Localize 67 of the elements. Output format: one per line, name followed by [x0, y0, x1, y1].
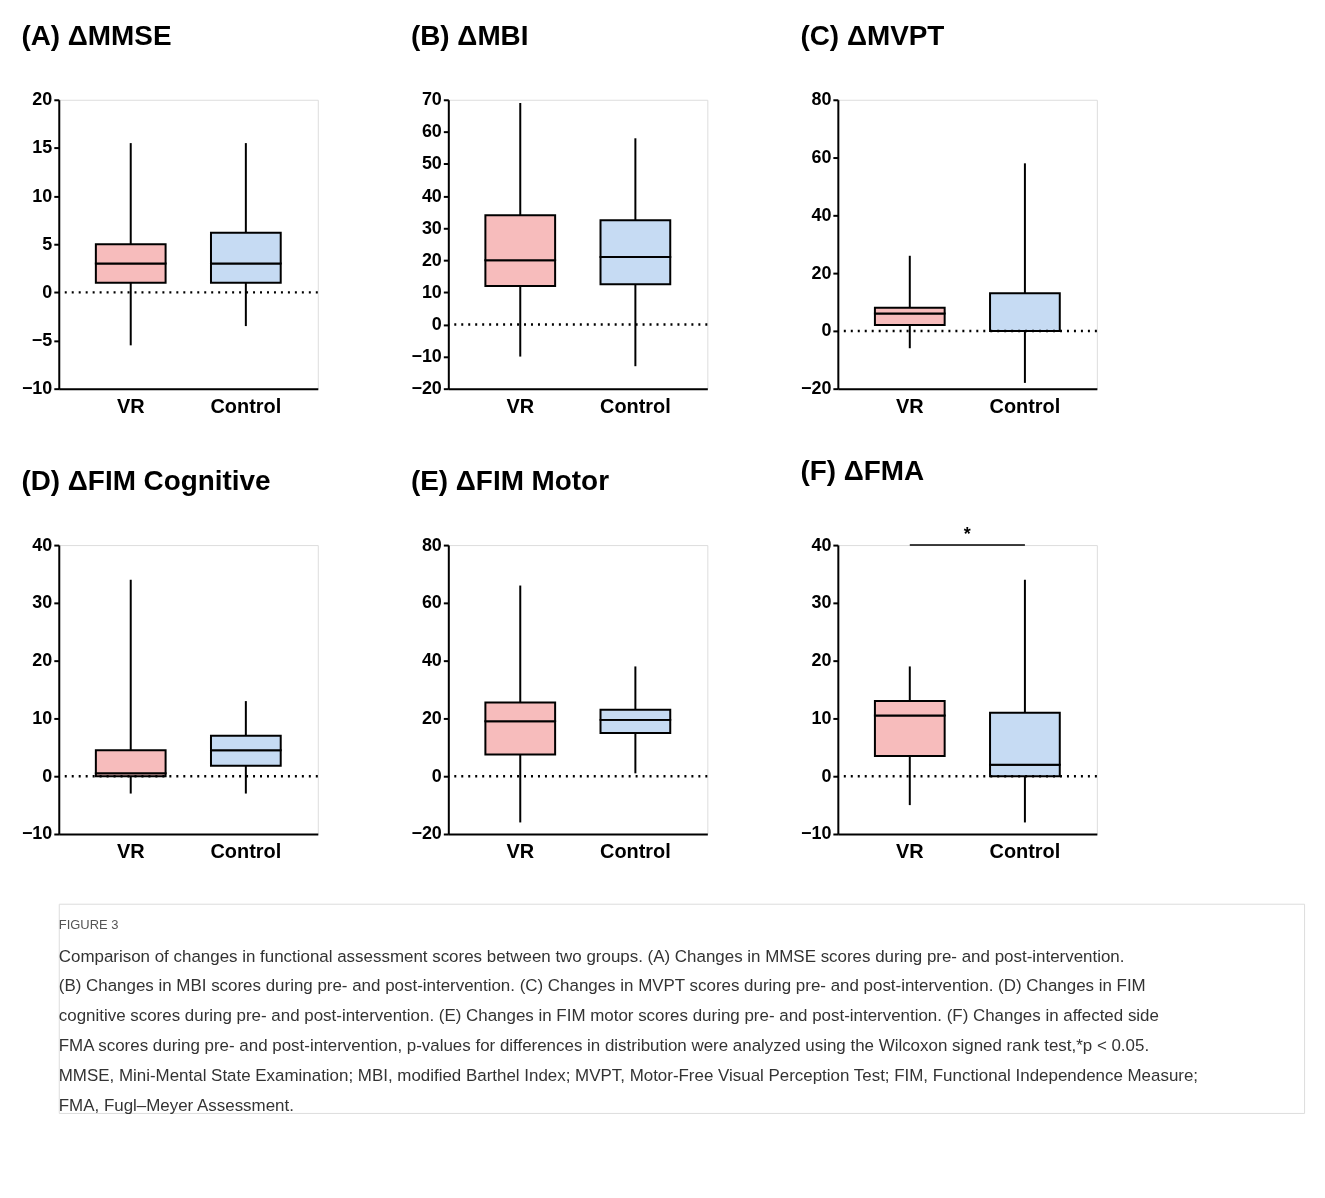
y-tick-label: 40	[32, 534, 53, 555]
x-tick-label: VR	[116, 840, 145, 863]
x-tick-label: Control	[600, 395, 671, 418]
x-tick-label: Control	[989, 395, 1061, 418]
y-tick-label: 80	[421, 534, 442, 555]
y-tick-label: 10	[32, 185, 53, 206]
chart-title: (D) ΔFIM Cognitive	[21, 465, 271, 497]
y-tick-label: 60	[811, 147, 832, 168]
y-tick-label: 40	[811, 204, 832, 225]
y-tick-label: 10	[811, 707, 832, 728]
text: FMA scores during pre- and post-intervention, p-values for differences in distribution were analyzed using the Wilcoxon signed rank test,*p < 0.05.	[58, 1036, 1150, 1056]
chart-title: (A) ΔMMSE	[21, 19, 172, 51]
y-tick-label: 0	[821, 320, 832, 341]
y-tick-label: 20	[32, 89, 53, 110]
y-tick-label: 20	[811, 262, 832, 283]
y-tick-label: 40	[421, 185, 442, 206]
x-tick-label: VR	[506, 395, 535, 418]
y-tick-label: −10	[411, 346, 442, 367]
y-tick-label: −20	[411, 378, 442, 399]
y-tick-label: −20	[800, 378, 832, 399]
caption: FIGURE 3	[58, 916, 119, 932]
x-tick-label: VR	[116, 395, 145, 418]
y-tick-label: −10	[21, 823, 53, 844]
y-tick-label: 10	[421, 281, 442, 302]
x-tick-label: Control	[600, 840, 671, 863]
y-tick-label: 50	[421, 153, 442, 174]
y-tick-label: −20	[411, 823, 442, 844]
text: *	[963, 524, 971, 545]
y-tick-label: 40	[421, 650, 442, 671]
y-tick-label: 30	[811, 592, 832, 613]
y-tick-label: 10	[32, 707, 53, 728]
y-tick-label: 40	[811, 534, 832, 555]
x-tick-label: Control	[210, 395, 282, 418]
text: FMA, Fugl–Meyer Assessment.	[58, 1095, 294, 1115]
y-tick-label: 0	[42, 765, 53, 786]
y-tick-label: 30	[421, 217, 442, 238]
y-tick-label: 20	[421, 249, 442, 270]
chart-title: (B) ΔMBI	[410, 19, 529, 51]
y-tick-label: 80	[811, 89, 832, 110]
text: MMSE, Mini-Mental State Examination; MBI, modified Barthel Index; MVPT, Motor-Free Visual Perception Test; FIM, Functional Independence Measure;	[58, 1066, 1199, 1086]
x-tick-label: VR	[895, 395, 924, 418]
y-tick-label: −10	[800, 823, 832, 844]
y-tick-label: 60	[421, 121, 442, 142]
y-tick-label: 60	[421, 592, 442, 613]
y-tick-label: 20	[421, 707, 442, 728]
y-tick-label: 5	[42, 233, 53, 254]
y-tick-label: 0	[431, 313, 442, 334]
y-tick-label: 20	[32, 650, 53, 671]
y-tick-label: −10	[21, 378, 53, 399]
x-tick-label: VR	[895, 840, 924, 863]
y-tick-label: 70	[421, 89, 442, 110]
y-tick-label: 0	[821, 765, 832, 786]
text: Comparison of changes in functional assessment scores between two groups. (A) Changes in MMSE scores during pre- and post-intervention.	[58, 946, 1125, 966]
y-tick-label: 0	[431, 765, 442, 786]
chart-title: (F) ΔFMA	[800, 455, 925, 487]
y-tick-label: −5	[31, 330, 53, 351]
text: (B) Changes in MBI scores during pre- and post-intervention. (C) Changes in MVPT scores during pre- and post-intervention. (D) Changes in FIM	[58, 976, 1146, 996]
chart-title: (E) ΔFIM Motor	[410, 465, 610, 497]
chart-title: (C) ΔMVPT	[800, 19, 945, 51]
y-tick-label: 15	[32, 137, 53, 158]
x-tick-label: Control	[989, 840, 1061, 863]
x-tick-label: VR	[506, 840, 535, 863]
x-tick-label: Control	[210, 840, 282, 863]
y-tick-label: 30	[32, 592, 53, 613]
y-tick-label: 0	[42, 281, 53, 302]
y-tick-label: 20	[811, 650, 832, 671]
text: cognitive scores during pre- and post-intervention. (E) Changes in FIM motor scores during pre- and post-intervention. (F) Changes in affected side	[58, 1006, 1159, 1026]
